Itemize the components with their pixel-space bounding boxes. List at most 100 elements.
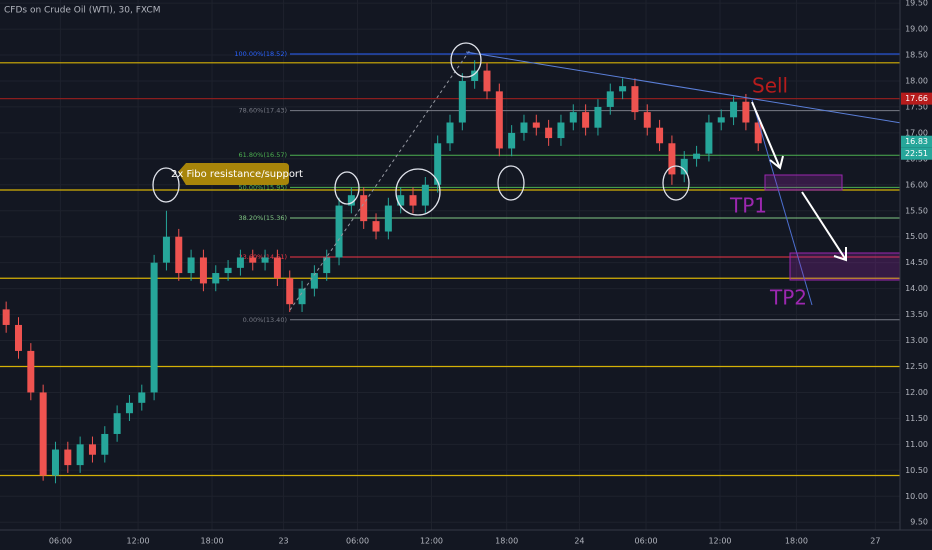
candle-body [483,70,491,92]
candle-body [286,278,294,305]
candle-body [310,273,318,289]
candle-body [397,195,405,206]
tp1-label: TP1 [729,194,767,218]
candle-body [680,158,688,175]
arrow [751,101,784,170]
y-tick-label: 10.50 [905,466,928,475]
circle [497,165,525,201]
candle-body [384,205,392,232]
chart-title: CFDs on Crude Oil (WTI), 30, FXCM [4,6,160,16]
x-tick-label: 18:00 [495,537,518,546]
x-tick-label: 12:00 [127,537,150,546]
candle-body [569,112,577,123]
note-box [178,163,289,185]
tp1-box [764,174,843,191]
circle [662,165,690,201]
candle-body [619,86,627,92]
candle-body [557,122,565,139]
y-tick-label: 18.00 [905,76,928,85]
y-tick-label: 15.50 [905,206,928,215]
x-tick-label: 12:00 [708,537,731,546]
price-tag-label: 17.66 [905,94,928,103]
y-tick-label: 10.00 [905,492,928,501]
y-tick-label: 15.00 [905,232,928,241]
y-tick-label: 13.00 [905,336,928,345]
candle-body [125,402,133,414]
trend-line [465,51,932,129]
y-tick-label: 12.50 [905,362,928,371]
fib-label: 50.00%(15.95) [239,183,287,191]
candle-body [458,80,466,123]
candle-body [150,262,158,393]
candle-body [249,257,257,263]
candle-body [754,122,762,144]
y-tick-label: 16.00 [905,180,928,189]
projection-line [751,99,813,306]
fib-label: 0.00%(13.40) [243,316,287,324]
candle-body [236,257,244,268]
candle-body [693,153,701,159]
countdown-tag [901,147,932,160]
y-tick-label: 9.50 [910,518,928,527]
y-tick-label: 14.50 [905,258,928,267]
candle-body [51,449,59,476]
price-tag-label: 16.83 [905,137,928,146]
candle-body [298,288,306,305]
candle-body [421,184,429,206]
candle-body [532,122,540,128]
fib-label: 23.60%(14.61) [239,253,287,261]
x-tick-label: 06:00 [346,537,369,546]
sell-label: Sell [752,74,788,98]
y-tick-label: 19.00 [905,25,928,34]
candle-body [434,143,442,185]
candle-body [372,221,380,232]
x-tick-label: 18:00 [201,537,224,546]
fib-label: 38.20%(15.36) [239,214,287,222]
fib-label: 100.00%(18.52) [234,50,287,58]
fib-label: 78.60%(17.43) [239,107,287,115]
tp2-label: TP2 [769,286,807,310]
candle-body [39,392,47,476]
y-tick-label: 18.50 [905,51,928,60]
candle-body [101,433,109,455]
y-tick-label: 11.50 [905,414,928,423]
circle [395,168,441,216]
candle-body [199,257,207,284]
candle-body [471,70,479,81]
x-tick-label: 06:00 [49,537,72,546]
candle-body [545,127,553,139]
y-tick-label: 11.00 [905,440,928,449]
x-tick-label: 24 [574,537,584,546]
y-tick-label: 13.50 [905,310,928,319]
circle [152,167,180,203]
candle-body [76,444,84,466]
candle-body [742,101,750,123]
fib-trend [289,49,471,311]
candle-body [175,236,183,274]
y-tick-label: 17.50 [905,102,928,111]
candle-body [656,127,664,144]
circle [334,171,360,205]
candle-body [705,122,713,154]
x-tick-label: 18:00 [785,537,808,546]
candle-body [668,143,676,175]
candle-body [631,86,639,113]
candle-body [520,122,528,133]
candle-body [2,309,10,325]
circles [152,42,690,216]
fib-label: 61.80%(16.57) [239,151,287,159]
y-tick-label: 12.00 [905,388,928,397]
candle-body [606,91,614,107]
countdown-label: 22:51 [905,149,928,158]
price-tag [901,135,932,148]
candle-body [347,195,355,206]
circle [450,42,482,78]
candle-body [508,132,516,149]
arrows [751,101,847,262]
y-tick-label: 14.00 [905,284,928,293]
candle-body [212,273,220,284]
x-tick-label: 12:00 [420,537,443,546]
candle-body [495,91,503,149]
x-tick-label: 06:00 [634,537,657,546]
